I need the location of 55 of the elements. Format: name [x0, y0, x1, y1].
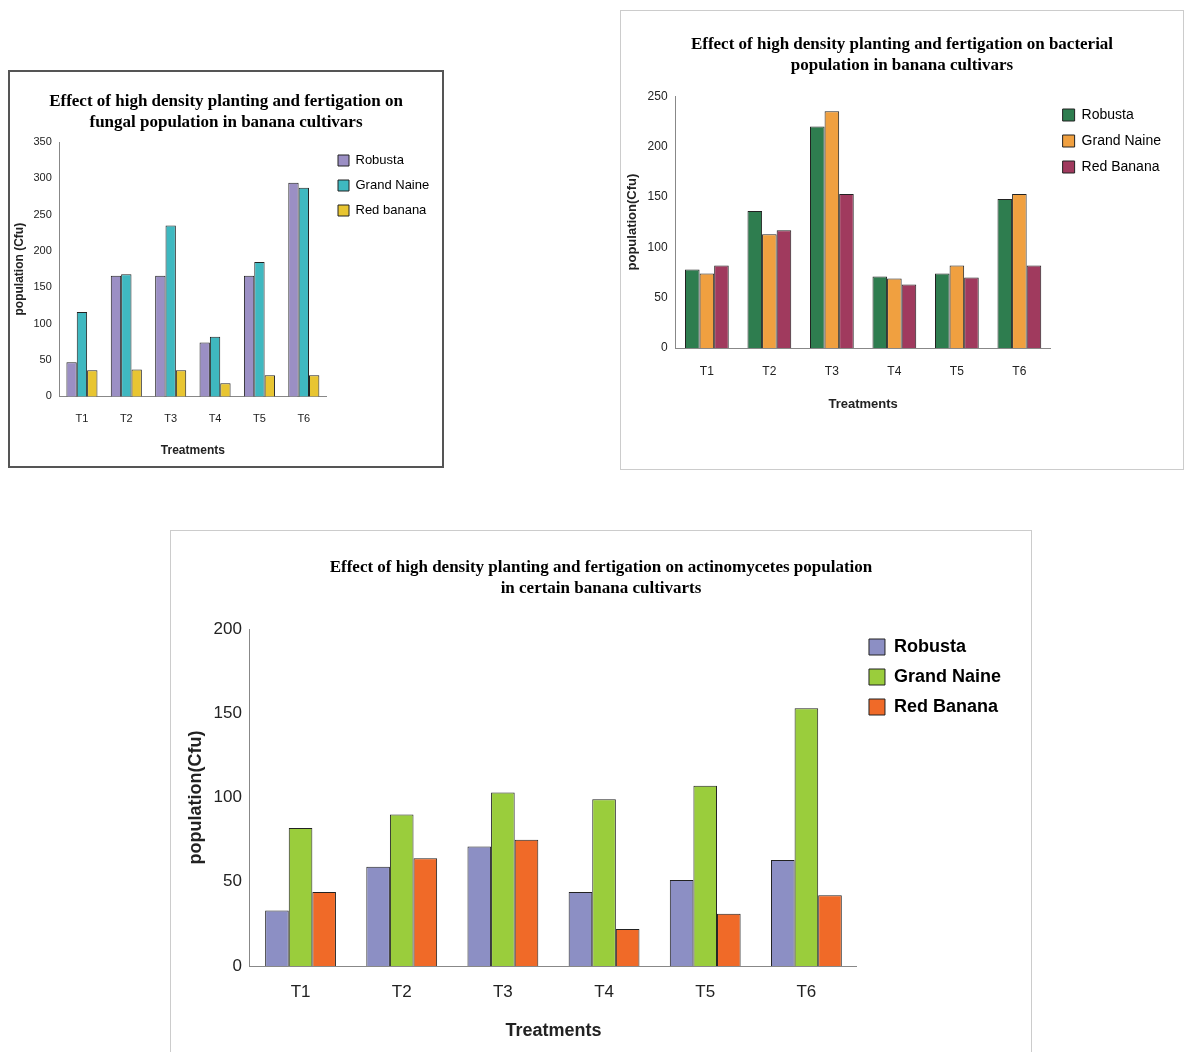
- x-tick-label: T6: [1012, 363, 1027, 378]
- x-tick-label: T2: [762, 363, 777, 378]
- y-tick-label: 250: [647, 88, 668, 103]
- y-tick-label: 200: [213, 618, 242, 638]
- legend-label: Robusta: [355, 152, 405, 168]
- y-tick-label: 350: [33, 135, 52, 148]
- y-tick-label: 150: [33, 280, 52, 293]
- y-tick-label: 100: [33, 316, 52, 329]
- y-axis-title: population(Cfu): [624, 173, 640, 271]
- x-tick-label: T3: [824, 363, 840, 378]
- x-tick-label: T4: [887, 363, 902, 378]
- legend-label: Grand Naine: [893, 665, 1002, 686]
- y-tick-label: 150: [213, 703, 242, 723]
- legend-label: Robusta: [1081, 105, 1134, 122]
- x-tick-label: T3: [164, 412, 178, 425]
- y-tick-label: 100: [647, 239, 668, 254]
- x-tick-label: T3: [492, 981, 513, 1001]
- x-axis-title: Treatments: [828, 395, 898, 411]
- x-tick-label: T4: [208, 412, 222, 425]
- y-tick-label: 0: [232, 955, 242, 975]
- y-tick-label: 0: [45, 389, 52, 402]
- legend-label: Red banana: [355, 202, 428, 218]
- y-tick-label: 300: [33, 171, 52, 184]
- x-tick-label: T1: [699, 363, 715, 378]
- legend-label: Robusta: [893, 635, 967, 656]
- x-tick-label: T1: [290, 981, 311, 1001]
- y-axis-title: population(Cfu): [184, 730, 205, 865]
- legend-label: Red Banana: [893, 695, 999, 716]
- x-tick-label: T6: [796, 981, 817, 1001]
- chart-title: Effect of high density planting and fertigation on fungal population in banana cultivars: [48, 90, 404, 132]
- y-tick-label: 100: [213, 787, 242, 807]
- legend-label: Grand Naine: [1081, 131, 1162, 148]
- y-tick-label: 200: [647, 138, 668, 153]
- x-tick-label: T4: [594, 981, 614, 1001]
- x-tick-label: T5: [253, 412, 266, 425]
- x-axis-title: Treatments: [160, 443, 226, 458]
- chart-title: Effect of high density planting and fertigation on actinomycetes population in certain banana cultivarts: [328, 556, 874, 598]
- y-tick-label: 150: [647, 189, 668, 204]
- x-tick-label: T5: [949, 363, 965, 378]
- y-axis-title: population (Cfu): [11, 222, 26, 316]
- x-tick-label: T1: [75, 412, 89, 425]
- chart-title: Effect of high density planting and fertigation on bacterial population in banana cultivars: [689, 33, 1115, 75]
- x-axis-title: Treatments: [505, 1020, 602, 1041]
- legend-label: Red Banana: [1081, 157, 1160, 174]
- y-tick-label: 0: [660, 340, 668, 355]
- y-tick-label: 200: [33, 244, 52, 257]
- x-tick-label: T2: [391, 981, 412, 1001]
- x-tick-label: T2: [119, 412, 133, 425]
- legend-label: Grand Naine: [355, 177, 430, 193]
- y-tick-label: 250: [33, 207, 52, 220]
- y-tick-label: 50: [654, 289, 668, 304]
- x-tick-label: T6: [297, 412, 311, 425]
- y-tick-label: 50: [223, 871, 242, 891]
- y-tick-label: 50: [39, 353, 52, 366]
- x-tick-label: T5: [695, 981, 716, 1001]
